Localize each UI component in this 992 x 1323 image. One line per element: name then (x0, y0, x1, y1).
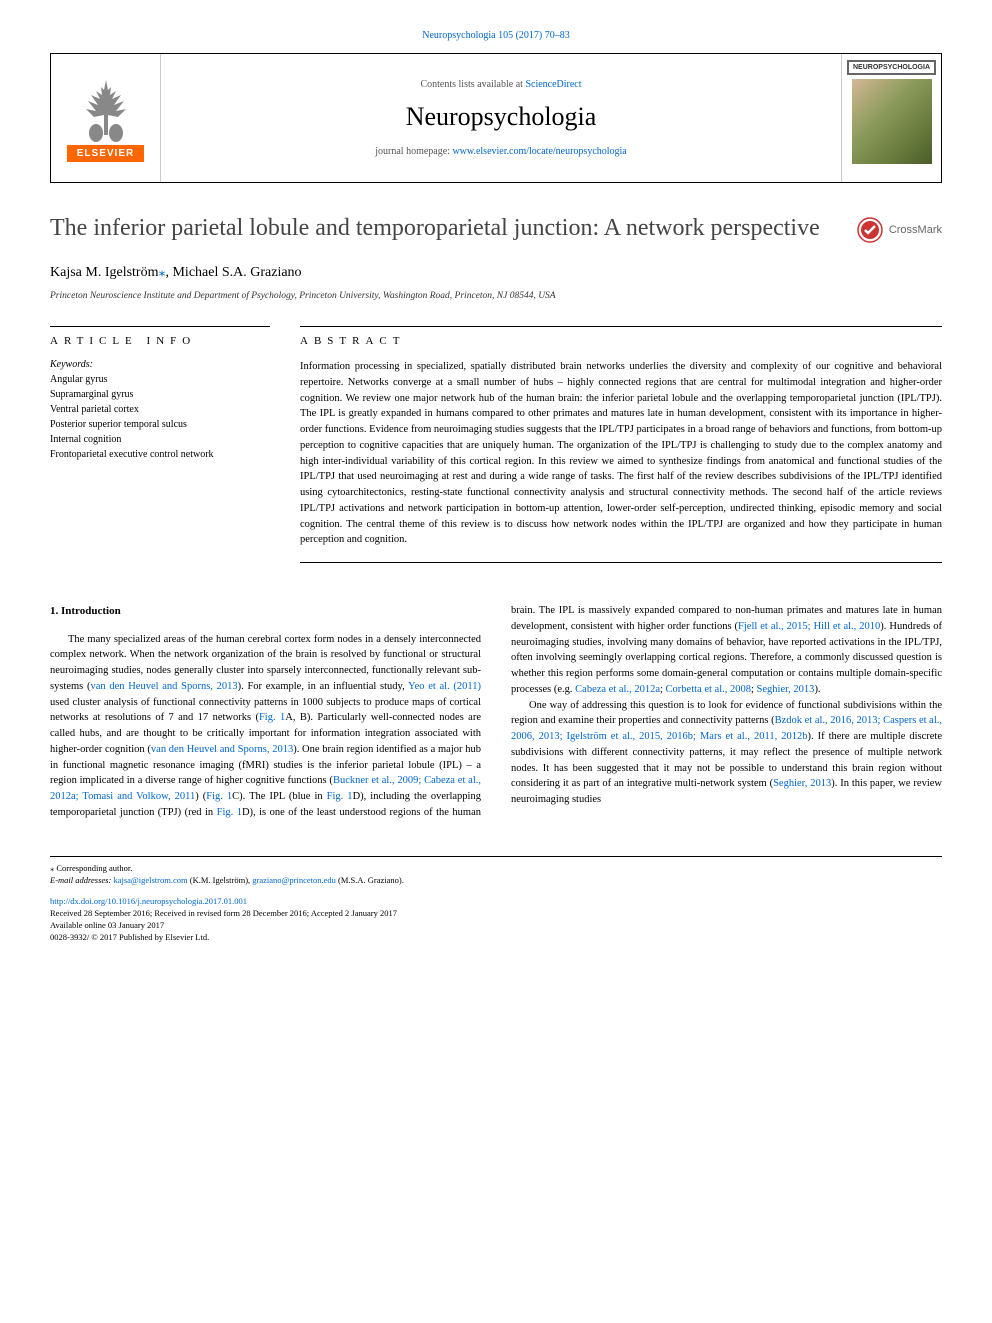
citation-link[interactable]: Yeo et al. (2011) (408, 681, 481, 692)
keyword-item: Posterior superior temporal sulcus (50, 417, 270, 432)
received-line: Received 28 September 2016; Received in … (50, 908, 942, 920)
figure-link[interactable]: Fig. 1 (206, 791, 232, 802)
citation-link[interactable]: Fjell et al., 2015; Hill et al., 2010 (738, 621, 880, 632)
doi-link[interactable]: http://dx.doi.org/10.1016/j.neuropsychol… (50, 896, 247, 906)
keyword-item: Ventral parietal cortex (50, 402, 270, 417)
journal-banner: ELSEVIER Contents lists available at Sci… (50, 53, 942, 183)
homepage-link[interactable]: www.elsevier.com/locate/neuropsychologia (452, 146, 626, 157)
contents-available-line: Contents lists available at ScienceDirec… (420, 79, 581, 90)
keyword-item: Angular gyrus (50, 372, 270, 387)
author-2: , Michael S.A. Graziano (165, 265, 301, 280)
keyword-item: Frontoparietal executive control network (50, 447, 270, 462)
homepage-prefix: journal homepage: (375, 146, 452, 157)
affiliation: Princeton Neuroscience Institute and Dep… (50, 291, 942, 301)
info-abstract-row: ARTICLE INFO Keywords: Angular gyrus Sup… (50, 326, 942, 563)
abstract-header: ABSTRACT (300, 326, 942, 347)
elsevier-label: ELSEVIER (67, 145, 144, 162)
doi-line: http://dx.doi.org/10.1016/j.neuropsychol… (50, 896, 942, 908)
body-paragraph-2: One way of addressing this question is t… (511, 698, 942, 808)
journal-cover-box: NEUROPSYCHOLOGIA (841, 54, 941, 182)
citation-link[interactable]: Cabeza et al., 2012a (575, 684, 660, 695)
elsevier-logo-box: ELSEVIER (51, 54, 161, 182)
citation-link[interactable]: Corbetta et al., 2008 (666, 684, 751, 695)
email-line: E-mail addresses: kajsa@igelstrom.com (K… (50, 875, 942, 887)
sciencedirect-link[interactable]: ScienceDirect (525, 79, 581, 90)
journal-name: Neuropsychologia (406, 102, 597, 132)
running-header: Neuropsychologia 105 (2017) 70–83 (50, 30, 942, 41)
authors-line: Kajsa M. Igelström⁎, Michael S.A. Grazia… (50, 264, 942, 281)
figure-link[interactable]: Fig. 1 (327, 791, 353, 802)
body-two-column: 1. Introduction The many specialized are… (50, 603, 942, 821)
author-1: Kajsa M. Igelström (50, 265, 158, 280)
homepage-line: journal homepage: www.elsevier.com/locat… (375, 146, 627, 157)
keyword-item: Supramarginal gyrus (50, 387, 270, 402)
citation-link[interactable]: Seghier, 2013 (757, 684, 815, 695)
footer: ⁎ Corresponding author. E-mail addresses… (50, 856, 942, 944)
email-link-2[interactable]: graziano@princeton.edu (252, 875, 336, 885)
citation-link[interactable]: Neuropsychologia 105 (2017) 70–83 (422, 30, 569, 41)
keyword-item: Internal cognition (50, 432, 270, 447)
abstract-column: ABSTRACT Information processing in speci… (300, 326, 942, 563)
cover-image (852, 79, 932, 164)
banner-center: Contents lists available at ScienceDirec… (161, 54, 841, 182)
article-info-header: ARTICLE INFO (50, 326, 270, 347)
keywords-label: Keywords: (50, 359, 270, 370)
section-heading-1: 1. Introduction (50, 603, 481, 620)
citation-link[interactable]: van den Heuvel and Sporns, 2013 (90, 681, 237, 692)
contents-prefix: Contents lists available at (420, 79, 525, 90)
figure-link[interactable]: Fig. 1 (259, 712, 285, 723)
cover-label: NEUROPSYCHOLOGIA (847, 60, 936, 75)
crossmark-badge[interactable]: CrossMark (857, 217, 942, 243)
keywords-list: Angular gyrus Supramarginal gyrus Ventra… (50, 372, 270, 462)
citation-link[interactable]: van den Heuvel and Sporns, 2013 (151, 744, 293, 755)
available-line: Available online 03 January 2017 (50, 920, 942, 932)
email-link-1[interactable]: kajsa@igelstrom.com (113, 875, 187, 885)
elsevier-tree-icon (76, 75, 136, 145)
article-info-column: ARTICLE INFO Keywords: Angular gyrus Sup… (50, 326, 270, 563)
crossmark-text: CrossMark (889, 224, 942, 236)
title-row: The inferior parietal lobule and temporo… (50, 213, 942, 244)
corresponding-author-note: ⁎ Corresponding author. (50, 863, 942, 875)
citation-link[interactable]: Seghier, 2013 (773, 778, 831, 789)
abstract-text: Information processing in specialized, s… (300, 359, 942, 563)
article-title: The inferior parietal lobule and temporo… (50, 213, 837, 244)
figure-link[interactable]: Fig. 1 (217, 807, 242, 818)
copyright-line: 0028-3932/ © 2017 Published by Elsevier … (50, 932, 942, 944)
crossmark-icon (857, 217, 883, 243)
